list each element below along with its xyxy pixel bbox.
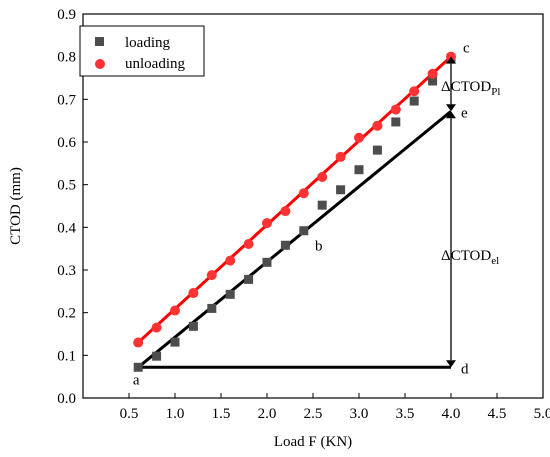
x-tick-label: 3.0: [350, 406, 369, 422]
unloading-point: [225, 255, 236, 266]
delta-arrows: [446, 56, 456, 368]
y-tick-label: 0.1: [57, 348, 76, 364]
delta-ctod-pl-label: ΔCTODPl: [441, 79, 500, 98]
delta-ctod-el-base: ΔCTOD: [441, 248, 491, 264]
unloading-point: [206, 270, 217, 281]
legend-marker-unloading: [95, 59, 105, 69]
y-tick-label: 0.8: [57, 50, 76, 66]
point-label-a: a: [133, 372, 140, 388]
unloading-point: [188, 288, 199, 299]
data-markers: [133, 51, 456, 372]
axis-ticks: 0.5 1.0 1.5 2.0 2.5 3.0 3.5 4.0 4.5 5.0 0.0 0.1 0.2 0…: [57, 7, 550, 422]
loading-point: [391, 117, 401, 127]
delta-ctod-el-sub: el: [491, 255, 499, 267]
loading-point: [372, 145, 382, 155]
arrow-head-down: [446, 104, 456, 112]
loading-point: [152, 351, 162, 361]
point-label-b: b: [315, 239, 323, 255]
unloading-point: [354, 132, 364, 143]
loading-point: [409, 96, 419, 106]
loading-point: [170, 337, 180, 347]
x-tick-label: 1.5: [212, 406, 231, 422]
unloading-point: [170, 305, 180, 316]
unloading-point: [409, 86, 420, 97]
unloading-point: [133, 337, 144, 348]
y-tick-label: 0.0: [57, 391, 76, 407]
y-axis-title: CTOD (mm): [8, 167, 24, 245]
loading-point: [262, 257, 272, 267]
point-annotations: a b c d e: [133, 41, 470, 389]
unloading-fit-line: [137, 55, 453, 344]
x-tick-label: 2.5: [304, 406, 323, 422]
arrow-head-down: [446, 360, 456, 368]
arrow-head-up: [446, 111, 456, 119]
y-tick-label: 0.3: [57, 263, 76, 279]
x-tick-label: 4.0: [442, 406, 461, 422]
x-axis-title: Load F (KN): [274, 434, 352, 450]
unloading-point: [372, 120, 383, 131]
loading-point: [336, 185, 346, 195]
unloading-point: [390, 104, 401, 115]
y-tick-label: 0.6: [57, 135, 76, 151]
loading-point: [280, 240, 290, 250]
x-tick-label: 3.5: [396, 406, 415, 422]
loading-point: [188, 321, 198, 331]
unloading-point: [243, 238, 254, 249]
y-tick-label: 0.7: [57, 92, 76, 108]
unloading-point: [280, 206, 291, 217]
y-tick-label: 0.9: [57, 7, 76, 23]
delta-ctod-pl-base: ΔCTOD: [441, 79, 491, 95]
x-tick-label: 2.0: [258, 406, 277, 422]
loading-fit-line: [137, 110, 452, 369]
legend-label-unloading: unloading: [125, 56, 185, 72]
arrow-head-up: [446, 56, 456, 64]
loading-point: [299, 226, 309, 236]
x-tick-label: 5.0: [534, 406, 550, 422]
delta-ctod-el-label: ΔCTODel: [441, 248, 499, 267]
point-label-e: e: [461, 105, 468, 121]
x-tick-label: 4.5: [488, 406, 507, 422]
legend: loading unloading: [79, 25, 205, 77]
legend-label-loading: loading: [125, 35, 170, 51]
legend-marker-loading: [95, 37, 104, 46]
loading-point: [428, 76, 438, 86]
point-label-d: d: [461, 361, 469, 377]
point-label-c: c: [463, 41, 470, 57]
unloading-point: [262, 218, 272, 229]
unloading-point: [298, 188, 309, 199]
y-tick-label: 0.4: [57, 220, 76, 236]
unloading-point: [427, 68, 438, 79]
loading-point: [207, 303, 217, 313]
loading-point: [133, 362, 143, 372]
loading-point: [354, 165, 364, 175]
unloading-point: [151, 322, 162, 333]
delta-ctod-pl-sub: Pl: [491, 86, 500, 98]
unloading-point: [317, 171, 328, 182]
x-tick-label: 0.5: [120, 406, 139, 422]
fit-lines: [137, 55, 453, 369]
unloading-point: [335, 151, 346, 162]
loading-point: [317, 200, 327, 210]
y-tick-label: 0.5: [57, 178, 76, 194]
loading-point: [244, 274, 254, 284]
loading-point: [225, 289, 235, 299]
y-tick-label: 0.2: [57, 306, 76, 322]
x-tick-label: 1.0: [166, 406, 185, 422]
